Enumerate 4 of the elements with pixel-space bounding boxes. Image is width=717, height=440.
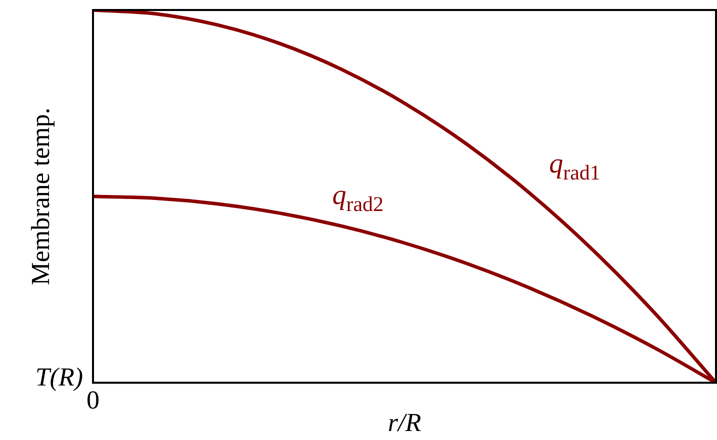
- y-axis-title: Membrane temp.: [26, 108, 55, 286]
- x-axis-title: r/R: [388, 408, 422, 438]
- text: 0: [86, 386, 100, 415]
- text: T(R): [35, 362, 83, 392]
